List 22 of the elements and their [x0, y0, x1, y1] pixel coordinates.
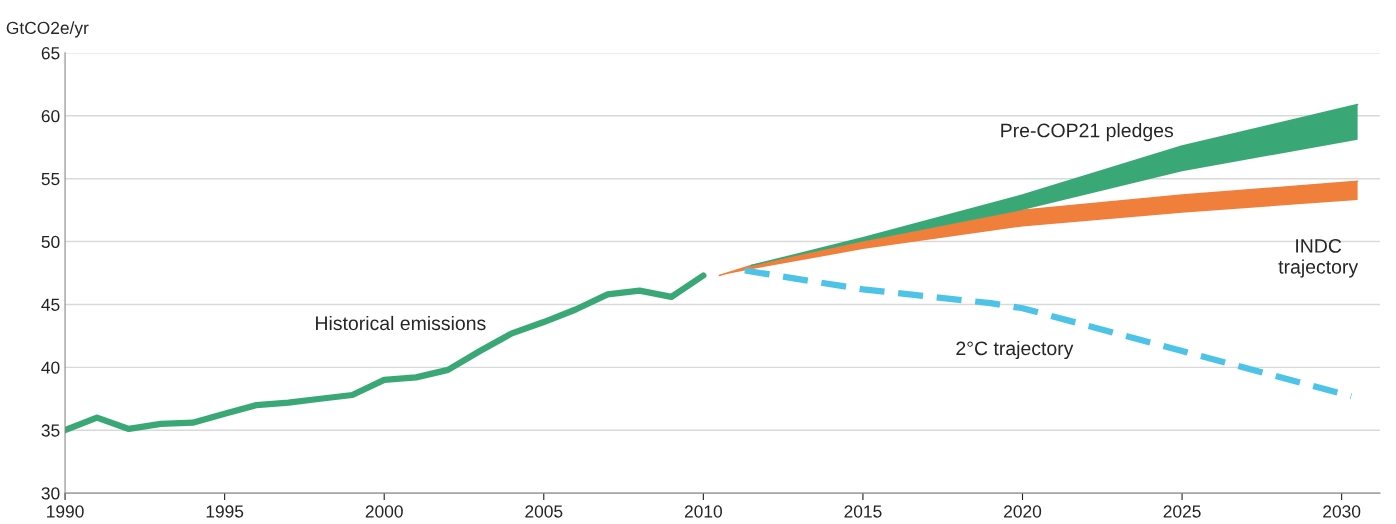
y-tick-label: 30	[41, 487, 60, 500]
y-tick-label: 50	[41, 235, 60, 249]
y-tick-label: 40	[41, 361, 60, 374]
y-tick-label: 55	[41, 173, 60, 186]
x-tick-label: 2020	[1004, 505, 1042, 518]
y-tick-label: 45	[41, 298, 60, 311]
x-tick-label: 2030	[1323, 505, 1361, 518]
x-tick-label: 2010	[684, 505, 722, 518]
x-tick-label: 2000	[365, 505, 403, 518]
x-tick-label: 2025	[1163, 505, 1201, 518]
series-label: 2°C trajectory	[956, 340, 1074, 360]
y-axis-title: GtCO2e/yr	[6, 21, 89, 38]
x-tick-label: 1990	[47, 505, 84, 518]
x-tick-label: 2015	[844, 505, 882, 518]
text: INDC trajectory	[1278, 239, 1359, 278]
series-label: Historical emissions	[316, 315, 486, 331]
y-tick-label: 65	[41, 47, 60, 60]
x-tick-label: 1995	[206, 505, 244, 518]
y-tick-label: 35	[41, 424, 60, 437]
y-tick-label: 60	[41, 109, 60, 123]
x-tick-label: 2005	[525, 505, 563, 518]
series-label: Pre-COP21 pledges	[1001, 123, 1174, 142]
